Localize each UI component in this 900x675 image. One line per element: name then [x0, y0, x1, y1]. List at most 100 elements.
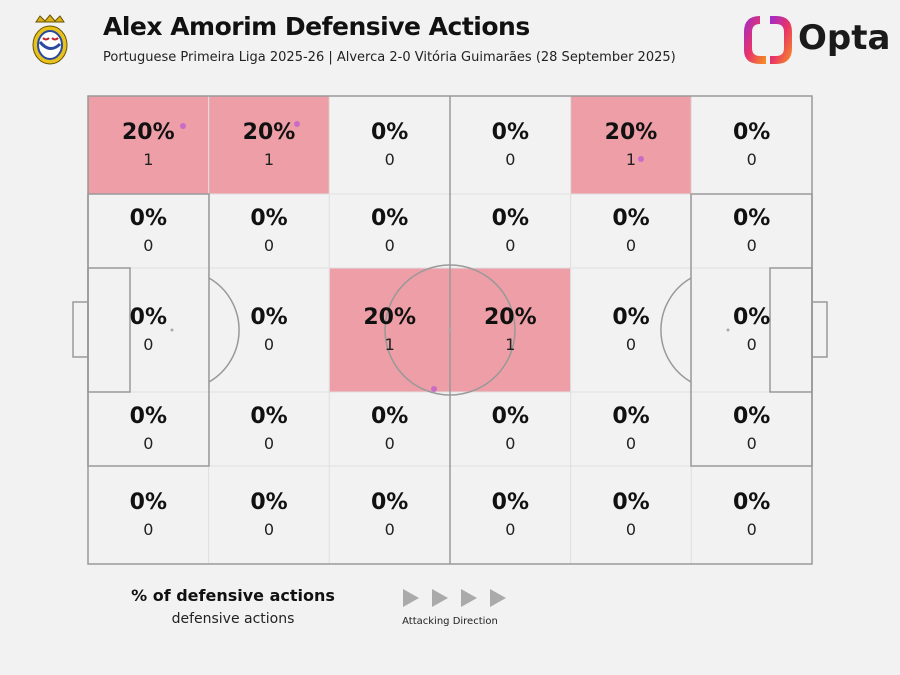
cell-count: 1 [385, 335, 395, 354]
heatmap-cell [87, 267, 210, 393]
cell-percent: 0% [492, 490, 529, 515]
cell-count: 0 [264, 236, 274, 255]
cell-percent: 0% [612, 305, 649, 330]
cell-count: 0 [747, 434, 757, 453]
cell-percent: 0% [250, 490, 287, 515]
cell-percent: 0% [250, 206, 287, 231]
heatmap-cell [328, 465, 451, 565]
cell-count: 1 [626, 150, 636, 169]
heatmap-cell [690, 95, 813, 195]
cell-percent: 0% [733, 305, 770, 330]
brand-name: Opta [798, 18, 891, 58]
left-penalty-arc [208, 277, 240, 383]
opta-logo-icon [740, 12, 796, 72]
cell-percent: 0% [130, 490, 167, 515]
cell-percent: 0% [130, 305, 167, 330]
cell-count: 0 [385, 434, 395, 453]
cell-count: 0 [747, 335, 757, 354]
left-goal [72, 301, 89, 358]
heatmap-cell [87, 465, 210, 565]
cell-count: 0 [264, 520, 274, 539]
club-crest [28, 14, 72, 70]
right-penalty-arc [660, 277, 692, 383]
cell-percent: 0% [612, 404, 649, 429]
center-spot [448, 328, 452, 332]
cell-percent: 0% [492, 404, 529, 429]
defensive-action-dot [638, 156, 644, 162]
cell-percent: 0% [130, 404, 167, 429]
cell-count: 0 [385, 150, 395, 169]
cell-percent: 0% [492, 206, 529, 231]
defensive-action-dot [180, 123, 186, 129]
heatmap-cell [208, 267, 330, 393]
heatmap-cell [87, 95, 210, 195]
heatmap-cell [690, 267, 813, 393]
cell-count: 0 [747, 150, 757, 169]
cell-percent: 0% [612, 206, 649, 231]
heatmap-cell [208, 391, 330, 467]
cell-percent: 20% [363, 305, 416, 330]
cell-count: 0 [143, 520, 153, 539]
cell-percent: 20% [484, 305, 537, 330]
legend-subtitle: defensive actions [171, 611, 295, 627]
cell-count: 1 [505, 335, 515, 354]
cell-percent: 20% [605, 120, 658, 145]
heatmap-cell [328, 95, 451, 195]
heatmap-cell [328, 267, 451, 393]
cell-count: 0 [143, 335, 153, 354]
cell-count: 0 [385, 520, 395, 539]
cell-percent: 0% [371, 490, 408, 515]
cell-percent: 0% [250, 404, 287, 429]
cell-percent: 0% [371, 206, 408, 231]
cell-count: 0 [264, 335, 274, 354]
cell-percent: 20% [122, 120, 175, 145]
cell-count: 0 [385, 236, 395, 255]
cell-percent: 20% [243, 120, 296, 145]
heatmap-cell [449, 391, 572, 467]
heatmap-cell [690, 391, 813, 467]
cell-count: 0 [143, 434, 153, 453]
cell-percent: 0% [130, 206, 167, 231]
right-goal [811, 301, 828, 358]
heatmap-cell [449, 95, 572, 195]
defensive-action-dot [431, 386, 437, 392]
cell-percent: 0% [733, 490, 770, 515]
cell-count: 0 [626, 520, 636, 539]
cell-percent: 0% [371, 120, 408, 145]
heatmap-cell [208, 465, 330, 565]
cell-count: 0 [626, 236, 636, 255]
page-subtitle: Portuguese Primeira Liga 2025-26 | Alver… [103, 50, 676, 65]
heatmap-cell [570, 95, 692, 195]
attacking-direction-label: Attacking Direction [402, 616, 498, 627]
cell-count: 0 [505, 236, 515, 255]
cell-percent: 0% [612, 490, 649, 515]
attacking-direction-arrows-icon [403, 589, 506, 607]
cell-count: 0 [626, 434, 636, 453]
cell-count: 1 [264, 150, 274, 169]
heatmap-cell [449, 267, 572, 393]
cell-percent: 0% [492, 120, 529, 145]
defensive-action-dot [294, 121, 300, 127]
cell-count: 0 [505, 520, 515, 539]
cell-percent: 0% [250, 305, 287, 330]
center-circle [384, 264, 516, 396]
heatmap-cell [208, 193, 330, 269]
cell-count: 0 [747, 520, 757, 539]
heatmap-cell [449, 465, 572, 565]
legend-title: % of defensive actions [131, 586, 335, 605]
page-title: Alex Amorim Defensive Actions [103, 12, 530, 41]
heatmap-cell [328, 193, 451, 269]
cell-percent: 0% [733, 206, 770, 231]
heatmap-cell [570, 267, 692, 393]
cell-count: 0 [505, 150, 515, 169]
cell-count: 0 [747, 236, 757, 255]
cell-count: 0 [626, 335, 636, 354]
heatmap-cell [570, 391, 692, 467]
cell-count: 0 [143, 236, 153, 255]
right-penalty-spot [726, 328, 730, 332]
cell-count: 1 [143, 150, 153, 169]
left-penalty-spot [170, 328, 174, 332]
heatmap-cell [570, 193, 692, 269]
cell-count: 0 [264, 434, 274, 453]
